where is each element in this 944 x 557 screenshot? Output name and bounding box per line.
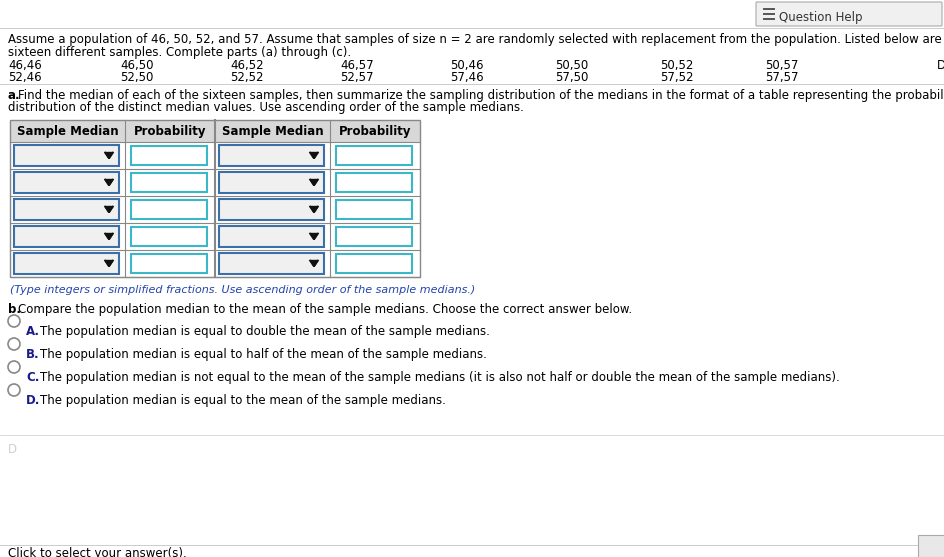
Text: Sample Median: Sample Median xyxy=(17,125,118,138)
Text: D.: D. xyxy=(26,394,41,407)
Text: a.: a. xyxy=(8,89,21,102)
Text: Probability: Probability xyxy=(338,125,411,138)
Text: C.: C. xyxy=(26,371,40,384)
Bar xyxy=(917,535,944,557)
Bar xyxy=(14,226,119,247)
Circle shape xyxy=(8,384,20,396)
Text: 52,57: 52,57 xyxy=(340,71,373,84)
Text: The population median is not equal to the mean of the sample medians (it is also: The population median is not equal to th… xyxy=(40,371,839,384)
Bar xyxy=(14,199,119,220)
Bar xyxy=(10,120,419,142)
FancyBboxPatch shape xyxy=(755,2,941,26)
Polygon shape xyxy=(105,233,113,240)
Polygon shape xyxy=(310,233,318,240)
Text: 57,46: 57,46 xyxy=(449,71,483,84)
Bar xyxy=(10,120,419,277)
Text: A.: A. xyxy=(26,325,40,338)
Text: 57,57: 57,57 xyxy=(765,71,798,84)
Text: Assume a population of 46, 50, 52, and 57. Assume that samples of size n = 2 are: Assume a population of 46, 50, 52, and 5… xyxy=(8,33,944,46)
Bar xyxy=(336,146,412,165)
Bar xyxy=(131,200,207,219)
Bar xyxy=(219,253,324,274)
Text: 52,46: 52,46 xyxy=(8,71,42,84)
Bar xyxy=(336,254,412,273)
Text: Find the median of each of the sixteen samples, then summarize the sampling dist: Find the median of each of the sixteen s… xyxy=(18,89,944,102)
Polygon shape xyxy=(310,179,318,185)
Circle shape xyxy=(8,315,20,327)
Text: B.: B. xyxy=(26,348,40,361)
Text: 46,57: 46,57 xyxy=(340,59,373,72)
Text: Sample Median: Sample Median xyxy=(222,125,323,138)
Polygon shape xyxy=(105,153,113,159)
Text: 50,50: 50,50 xyxy=(554,59,587,72)
Bar xyxy=(336,227,412,246)
Text: 46,52: 46,52 xyxy=(229,59,263,72)
Bar xyxy=(14,145,119,166)
Text: The population median is equal to double the mean of the sample medians.: The population median is equal to double… xyxy=(40,325,489,338)
Text: D: D xyxy=(936,59,944,72)
Polygon shape xyxy=(310,153,318,159)
Text: Compare the population median to the mean of the sample medians. Choose the corr: Compare the population median to the mea… xyxy=(18,303,632,316)
Polygon shape xyxy=(310,261,318,266)
Text: 57,52: 57,52 xyxy=(659,71,693,84)
Polygon shape xyxy=(310,207,318,213)
Text: 46,50: 46,50 xyxy=(120,59,153,72)
Bar xyxy=(336,200,412,219)
Bar xyxy=(336,173,412,192)
Text: 46,46: 46,46 xyxy=(8,59,42,72)
Bar xyxy=(131,227,207,246)
Text: b.: b. xyxy=(8,303,21,316)
Bar xyxy=(131,173,207,192)
Circle shape xyxy=(8,338,20,350)
Text: D: D xyxy=(8,443,17,456)
Text: Question Help: Question Help xyxy=(778,11,862,23)
Text: 52,50: 52,50 xyxy=(120,71,153,84)
Bar xyxy=(14,172,119,193)
Text: distribution of the distinct median values. Use ascending order of the sample me: distribution of the distinct median valu… xyxy=(8,101,523,114)
Bar xyxy=(219,172,324,193)
Text: 52,52: 52,52 xyxy=(229,71,263,84)
Text: The population median is equal to the mean of the sample medians.: The population median is equal to the me… xyxy=(40,394,446,407)
Bar xyxy=(219,145,324,166)
Text: Probability: Probability xyxy=(134,125,206,138)
Bar xyxy=(131,254,207,273)
Text: 4: 4 xyxy=(925,543,933,553)
Bar xyxy=(219,226,324,247)
Polygon shape xyxy=(105,207,113,213)
Text: 50,57: 50,57 xyxy=(765,59,798,72)
Text: (Type integers or simplified fractions. Use ascending order of the sample median: (Type integers or simplified fractions. … xyxy=(10,285,475,295)
Text: Click to select your answer(s).: Click to select your answer(s). xyxy=(8,547,187,557)
Polygon shape xyxy=(105,261,113,266)
Text: 57,50: 57,50 xyxy=(554,71,588,84)
Bar xyxy=(131,146,207,165)
Text: 50,46: 50,46 xyxy=(449,59,483,72)
Text: The population median is equal to half of the mean of the sample medians.: The population median is equal to half o… xyxy=(40,348,486,361)
Text: 50,52: 50,52 xyxy=(659,59,693,72)
Bar xyxy=(14,253,119,274)
Polygon shape xyxy=(105,179,113,185)
Bar xyxy=(219,199,324,220)
Circle shape xyxy=(8,361,20,373)
Text: sixteen different samples. Complete parts (a) through (c).: sixteen different samples. Complete part… xyxy=(8,46,351,59)
